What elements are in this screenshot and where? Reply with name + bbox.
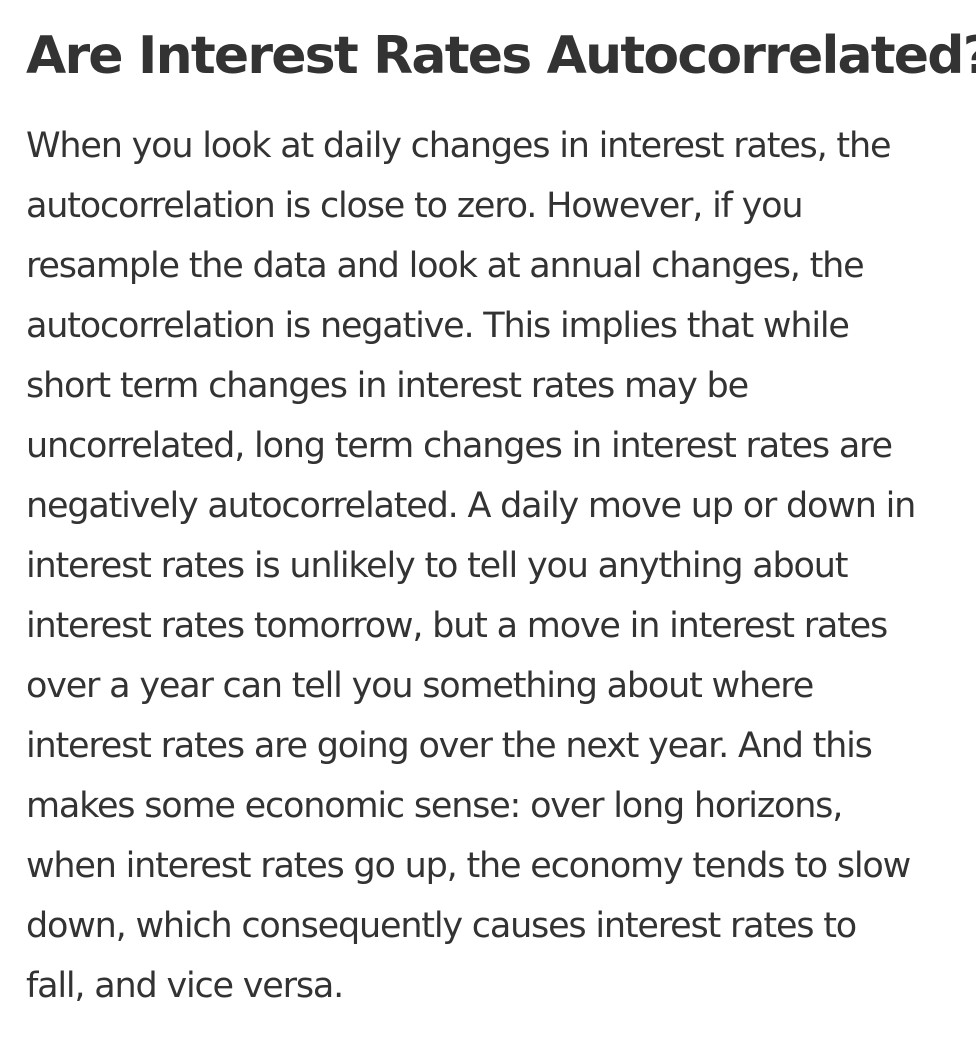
paragraph-line: over a year can tell you something about… <box>26 666 814 706</box>
paragraph-line: resample the data and look at annual cha… <box>26 246 865 286</box>
paragraph-line: fall, and vice versa. <box>26 966 344 1006</box>
paragraph-line: makes some economic sense: over long hor… <box>26 786 843 826</box>
paragraph-line: short term changes in interest rates may… <box>26 366 749 406</box>
paragraph-line: down, which consequently causes interest… <box>26 906 857 946</box>
paragraph-line: uncorrelated, long term changes in inter… <box>26 426 893 466</box>
paragraph-line: interest rates is unlikely to tell you a… <box>26 546 848 586</box>
article-title: Are Interest Rates Autocorrelated? <box>26 26 976 86</box>
paragraph-line: when interest rates go up, the economy t… <box>26 846 911 886</box>
article-paragraph: When you look at daily changes in intere… <box>26 116 958 1016</box>
paragraph-line: interest rates are going over the next y… <box>26 726 873 766</box>
paragraph-line: interest rates tomorrow, but a move in i… <box>26 606 888 646</box>
paragraph-line: autocorrelation is close to zero. Howeve… <box>26 186 804 226</box>
paragraph-line: When you look at daily changes in intere… <box>26 126 891 166</box>
paragraph-line: negatively autocorrelated. A daily move … <box>26 486 916 526</box>
paragraph-line: autocorrelation is negative. This implie… <box>26 306 850 346</box>
